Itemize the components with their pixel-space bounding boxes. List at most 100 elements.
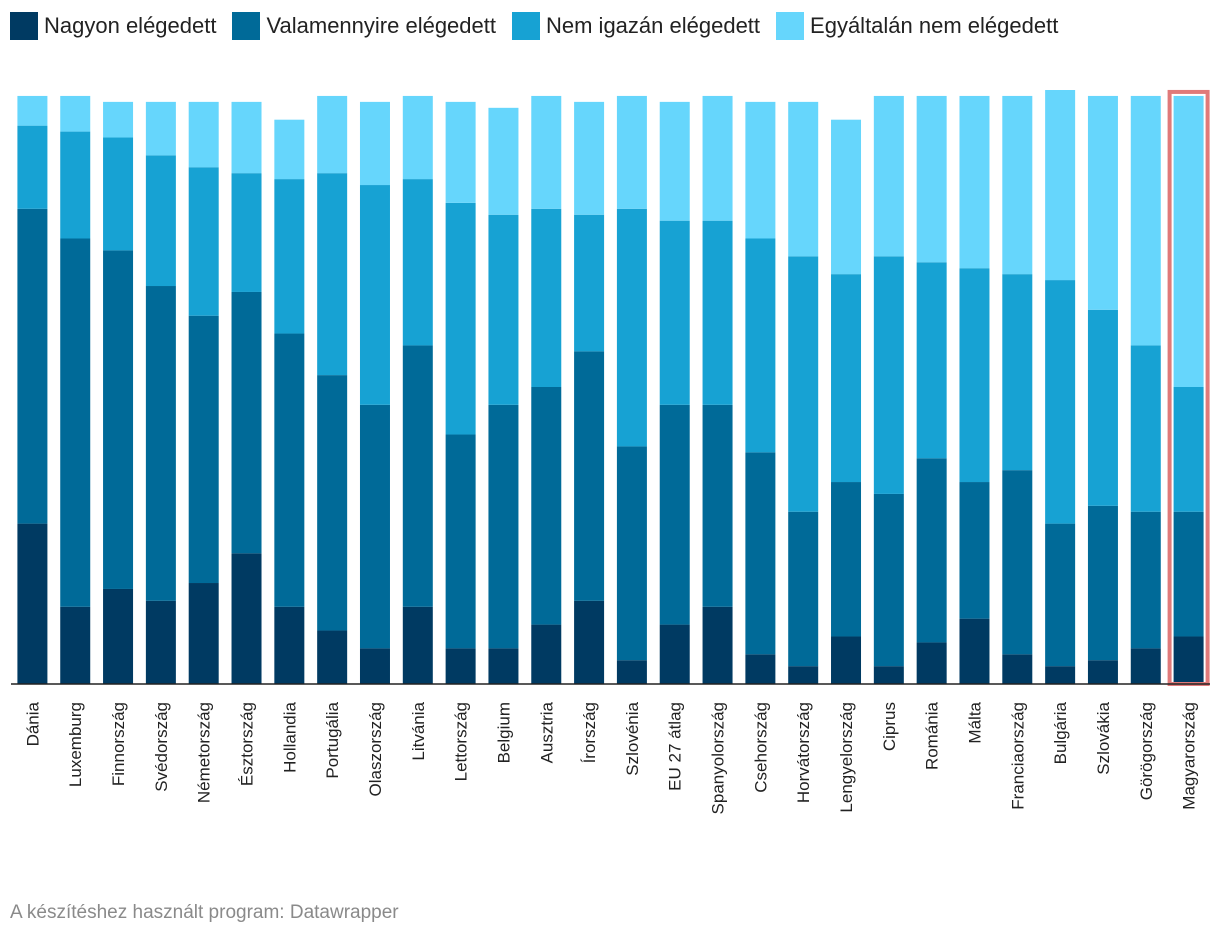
x-tick-label: Hollandia — [280, 701, 299, 772]
bar-szlovenia-seg3 — [616, 95, 647, 209]
bar-esztorszag-seg0 — [231, 553, 262, 684]
bar-dania-seg0 — [17, 523, 48, 684]
legend-swatch — [512, 12, 540, 40]
bar-magyarorszag-seg2 — [1173, 387, 1204, 512]
bar-gorogorszag-seg2 — [1130, 345, 1161, 512]
x-tick-label: Észtország — [238, 702, 257, 786]
bar-lengyelorszag-seg3 — [831, 119, 862, 275]
x-tick-label: Csehország — [751, 702, 770, 793]
x-tick-label: Németország — [195, 702, 214, 803]
footer-credit: A készítéshez használt program: Datawrap… — [10, 902, 399, 923]
bar-olaszorszag-seg1 — [359, 404, 390, 649]
x-tick-label: Portugália — [323, 701, 342, 778]
bar-romania-seg1 — [916, 458, 947, 643]
bar-szlovenia-seg0 — [616, 660, 647, 684]
bar-eu-27-atlag-seg2 — [659, 220, 690, 405]
bar-franciaorszag-seg3 — [1002, 95, 1033, 275]
x-tick-label: Magyarország — [1180, 702, 1199, 810]
bar-ciprus-seg3 — [873, 95, 904, 257]
chart-legend: Nagyon elégedett Valamennyire elégedett … — [10, 10, 1058, 42]
bar-nemetorszag-seg0 — [188, 583, 219, 684]
bar-portugalia-seg2 — [317, 173, 348, 376]
x-tick-label: Ciprus — [880, 702, 899, 751]
x-tick-label: Görögország — [1137, 702, 1156, 800]
bar-horvatorszag-seg2 — [788, 256, 819, 512]
bar-portugalia-seg3 — [317, 95, 348, 174]
bar-magyarorszag-seg3 — [1173, 95, 1204, 387]
bar-lengyelorszag-seg0 — [831, 636, 862, 684]
bar-horvatorszag-seg0 — [788, 666, 819, 684]
x-tick-label: Spanyolország — [709, 702, 728, 814]
legend-swatch — [776, 12, 805, 40]
x-tick-label: Horvátország — [794, 702, 813, 803]
bar-ausztria-seg1 — [531, 387, 562, 625]
x-tick-label: EU 27 átlag — [666, 702, 685, 791]
legend-item-not-really-satisfied: Nem igazán elégedett — [512, 10, 760, 42]
bar-svedorszag-seg0 — [145, 600, 176, 684]
bar-szlovakia-seg1 — [1087, 505, 1118, 661]
bar-szlovakia-seg0 — [1087, 660, 1118, 684]
bar-lengyelorszag-seg1 — [831, 482, 862, 637]
bar-spanyolorszag-seg0 — [702, 606, 733, 684]
legend-item-very-satisfied: Nagyon elégedett — [10, 10, 216, 42]
x-tick-label: Olaszország — [366, 702, 385, 796]
bar-dania-seg3 — [17, 95, 48, 126]
bar-esztorszag-seg1 — [231, 291, 262, 554]
bar-litvania-seg0 — [402, 606, 433, 684]
bar-romania-seg3 — [916, 95, 947, 263]
bar-svedorszag-seg1 — [145, 286, 176, 601]
bar-bulgaria-seg3 — [1045, 90, 1076, 281]
bar-spanyolorszag-seg2 — [702, 220, 733, 405]
legend-label: Valamennyire elégedett — [266, 13, 496, 38]
bar-nemetorszag-seg2 — [188, 167, 219, 316]
bar-nemetorszag-seg3 — [188, 101, 219, 168]
legend-swatch — [10, 12, 38, 40]
bar-horvatorszag-seg1 — [788, 511, 819, 667]
bar-belgium-seg3 — [488, 107, 519, 215]
bar-svedorszag-seg2 — [145, 155, 176, 287]
bar-malta-seg2 — [959, 268, 990, 483]
bar-szlovakia-seg2 — [1087, 309, 1118, 506]
bar-belgium-seg1 — [488, 404, 519, 649]
x-tick-label: Litvánia — [409, 701, 428, 760]
x-tick-label: Belgium — [494, 702, 513, 763]
bar-eu-27-atlag-seg1 — [659, 404, 690, 625]
bar-lettorszag-seg3 — [445, 101, 476, 203]
bar-finnorszag-seg1 — [103, 250, 134, 589]
x-tick-label: Bulgária — [1051, 701, 1070, 764]
bar-svedorszag-seg3 — [145, 101, 176, 156]
bar-ciprus-seg1 — [873, 493, 904, 667]
bar-olaszorszag-seg3 — [359, 101, 390, 186]
bar-irorszag-seg1 — [574, 351, 605, 601]
bar-lettorszag-seg1 — [445, 434, 476, 649]
bar-ciprus-seg0 — [873, 666, 904, 684]
bar-malta-seg0 — [959, 618, 990, 684]
bar-bulgaria-seg2 — [1045, 280, 1076, 524]
bar-esztorszag-seg3 — [231, 101, 262, 174]
x-tick-label: Svédország — [152, 702, 171, 792]
bar-gorogorszag-seg1 — [1130, 511, 1161, 649]
x-tick-label: Lettország — [452, 702, 471, 781]
bar-luxemburg-seg2 — [60, 131, 91, 239]
bar-olaszorszag-seg2 — [359, 185, 390, 405]
x-tick-label: Románia — [923, 701, 942, 770]
bar-bulgaria-seg1 — [1045, 523, 1076, 667]
bar-litvania-seg2 — [402, 179, 433, 346]
x-tick-label: Szlovénia — [623, 701, 642, 775]
bar-irorszag-seg3 — [574, 101, 605, 215]
bar-malta-seg1 — [959, 482, 990, 619]
bar-nemetorszag-seg1 — [188, 315, 219, 584]
bar-olaszorszag-seg0 — [359, 648, 390, 684]
bar-romania-seg2 — [916, 262, 947, 459]
bar-ausztria-seg2 — [531, 208, 562, 387]
bar-gorogorszag-seg0 — [1130, 648, 1161, 684]
x-tick-label: Lengyelország — [837, 702, 856, 813]
legend-label: Nem igazán elégedett — [546, 13, 761, 38]
bar-finnorszag-seg0 — [103, 588, 134, 684]
legend-label: Nagyon elégedett — [44, 13, 217, 38]
bar-portugalia-seg1 — [317, 375, 348, 631]
bar-magyarorszag-seg1 — [1173, 511, 1204, 637]
bar-eu-27-atlag-seg0 — [659, 624, 690, 684]
bar-hollandia-seg3 — [274, 119, 305, 180]
bar-belgium-seg2 — [488, 214, 519, 405]
